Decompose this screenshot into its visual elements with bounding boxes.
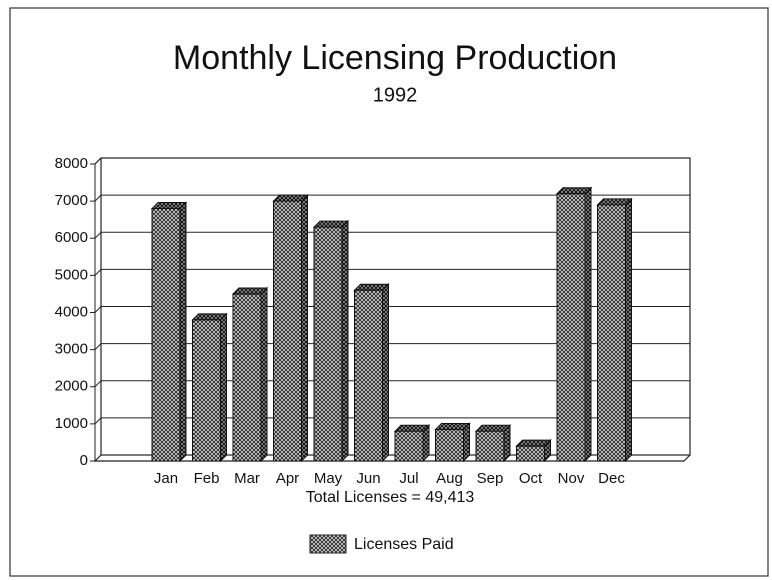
bar-top xyxy=(191,313,228,321)
bar-side xyxy=(382,283,389,463)
bar-top xyxy=(515,439,552,447)
bar-top xyxy=(474,424,512,432)
bar-front xyxy=(313,226,343,462)
y-tick-label: 1000 xyxy=(55,415,88,432)
x-tick-label: Sep xyxy=(477,470,504,487)
grid-line xyxy=(94,380,102,388)
bar-top xyxy=(272,194,309,202)
y-tick-label: 4000 xyxy=(55,303,88,320)
legend-swatch xyxy=(309,534,347,554)
bar-front xyxy=(435,428,464,462)
x-tick-label: Oct xyxy=(519,470,543,487)
bar xyxy=(596,197,633,463)
bar-side xyxy=(260,286,268,463)
bar-front xyxy=(475,430,505,462)
x-tick-label: Mar xyxy=(234,470,260,487)
bar-front xyxy=(597,204,626,462)
y-tick-label: 0 xyxy=(80,452,88,469)
bar-top xyxy=(393,424,431,432)
x-tick-label: Feb xyxy=(194,470,220,487)
bar xyxy=(393,424,431,463)
grid-line xyxy=(94,157,102,165)
bar-top xyxy=(555,187,593,195)
grid-line xyxy=(94,417,102,425)
bar xyxy=(150,201,188,463)
x-tick-label: Apr xyxy=(276,470,299,487)
grid-line xyxy=(94,194,102,202)
bar-front xyxy=(516,445,545,462)
bar-side xyxy=(584,186,592,463)
bar-top xyxy=(312,220,350,228)
y-tick-label: 6000 xyxy=(55,229,88,246)
y-tick-label: 3000 xyxy=(55,341,88,358)
bar xyxy=(474,424,512,463)
bar-top xyxy=(231,287,269,295)
bar-front xyxy=(394,430,424,462)
bar-side xyxy=(220,312,227,463)
annotation: Total Licenses = 49,413 xyxy=(306,489,475,506)
x-tick-label: Jun xyxy=(356,470,380,487)
bar-front xyxy=(192,319,221,462)
x-tick-label: Jan xyxy=(154,470,178,487)
bar-top xyxy=(596,198,633,206)
bar xyxy=(515,438,552,463)
bar-side xyxy=(179,201,187,463)
y-tick-label: 8000 xyxy=(55,155,88,172)
bar-front xyxy=(556,193,586,462)
bar xyxy=(555,186,593,463)
bar xyxy=(231,286,269,463)
bar xyxy=(434,422,471,463)
grid-line xyxy=(94,454,102,462)
bar-top xyxy=(434,422,471,430)
grid-line xyxy=(94,231,102,239)
bar-top xyxy=(353,283,390,291)
x-tick-label: May xyxy=(314,470,343,487)
y-tick-label: 7000 xyxy=(55,192,88,209)
legend-label: Licenses Paid xyxy=(354,536,454,553)
frame xyxy=(9,7,769,577)
y-tick-label: 5000 xyxy=(55,266,88,283)
bar-front xyxy=(354,289,383,462)
bar-side xyxy=(625,197,632,463)
grid-line xyxy=(94,269,102,276)
bar-top xyxy=(150,202,188,210)
x-tick-label: Nov xyxy=(558,470,585,487)
x-tick-label: Aug xyxy=(436,470,463,487)
y-tick-label: 2000 xyxy=(55,378,88,395)
chart-subtitle: 1992 xyxy=(373,84,418,106)
chart-title: Monthly Licensing Production xyxy=(173,39,617,77)
grid-line xyxy=(94,343,102,350)
bar xyxy=(353,283,390,463)
bar xyxy=(191,312,228,463)
x-tick-label: Jul xyxy=(399,470,418,487)
bar-side xyxy=(301,193,308,463)
x-tick-label: Dec xyxy=(598,470,625,487)
grid-line xyxy=(94,306,102,313)
bar-side xyxy=(341,219,349,463)
bar xyxy=(272,193,309,463)
bar-front xyxy=(273,200,302,462)
bar-front xyxy=(232,293,262,462)
bar xyxy=(312,219,350,463)
bar-front xyxy=(151,208,181,462)
